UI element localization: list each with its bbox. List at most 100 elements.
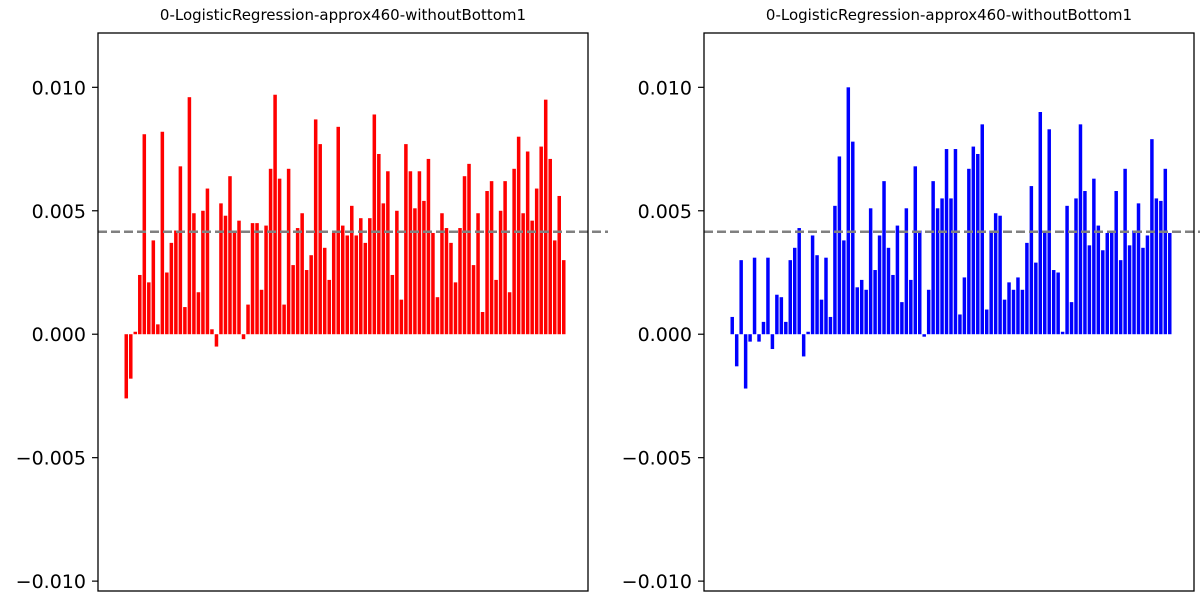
bar (993, 213, 998, 335)
bar (435, 297, 440, 335)
bar (368, 218, 372, 335)
bar (962, 277, 967, 335)
bar (748, 334, 752, 342)
bar (851, 141, 855, 335)
bars-series-1 (124, 94, 566, 399)
bar (458, 228, 462, 335)
bar (788, 260, 793, 335)
chart-panel-1: −0.010 −0.005 0.000 0.005 0.010 0-LogisticReg… (16, 6, 608, 593)
axes-frame (97, 32, 589, 592)
bar (953, 149, 958, 335)
bar (1083, 191, 1087, 335)
bar (151, 240, 156, 335)
bar (156, 324, 160, 335)
bar (1101, 250, 1105, 335)
bar (944, 149, 949, 335)
bar (1092, 178, 1096, 335)
bar (552, 240, 557, 335)
bar (444, 228, 449, 335)
bar (507, 292, 512, 335)
bar (246, 304, 250, 335)
bar (1136, 203, 1141, 335)
bar (390, 274, 395, 335)
bar (1096, 225, 1101, 335)
bar (480, 312, 485, 335)
bar (165, 272, 169, 335)
bar (503, 181, 507, 335)
bar (1060, 331, 1065, 335)
bar (449, 242, 453, 335)
bar (440, 213, 444, 335)
bar (1020, 289, 1025, 335)
bar (494, 279, 498, 335)
bar (1114, 191, 1118, 335)
bar (882, 181, 886, 335)
bar (891, 274, 895, 335)
bar (958, 314, 962, 335)
bar (1016, 277, 1020, 335)
bar (752, 257, 757, 335)
y-tick-label: 0.010 (638, 77, 692, 99)
bar (819, 299, 824, 335)
y-tick-label: 0.000 (32, 324, 86, 346)
chart-title: 0-LogisticRegression-approx460-withoutBo… (766, 6, 1132, 24)
bar (1163, 168, 1168, 335)
bar (1043, 230, 1047, 335)
bar (372, 114, 377, 335)
bar (377, 153, 381, 335)
bar (895, 225, 900, 335)
bar (485, 191, 489, 335)
bar (422, 200, 426, 335)
bar (886, 247, 891, 335)
bar (931, 181, 935, 335)
bar (1132, 230, 1136, 335)
bar (268, 168, 273, 335)
bar (868, 208, 873, 335)
bar (935, 208, 940, 335)
bar (214, 334, 219, 347)
bar (1087, 245, 1092, 335)
bar (286, 168, 291, 335)
bar (363, 242, 368, 335)
bar (318, 144, 322, 335)
bar (350, 205, 354, 335)
bar (1051, 270, 1056, 335)
bar (864, 289, 868, 335)
bar (734, 334, 739, 367)
bar (426, 158, 431, 335)
chart-panel-2: −0.010 −0.005 0.000 0.005 0.010 0-LogisticReg… (622, 6, 1200, 593)
bar (516, 136, 521, 335)
bar (255, 223, 259, 335)
bar (241, 334, 246, 340)
bar (138, 274, 142, 335)
bar (561, 260, 566, 335)
bar (998, 215, 1002, 335)
bar (354, 235, 359, 335)
bar (1065, 205, 1069, 335)
bar (806, 331, 810, 335)
bar (201, 210, 205, 335)
bar (877, 235, 882, 335)
bar (984, 309, 989, 335)
bar (828, 316, 833, 335)
bar (395, 210, 399, 335)
bar (766, 257, 770, 335)
bar (174, 230, 178, 335)
bar (743, 334, 748, 389)
bar (142, 134, 147, 335)
bar (1069, 302, 1074, 335)
bar (210, 329, 214, 335)
bar (264, 225, 268, 335)
bar (277, 178, 282, 335)
bar (322, 247, 327, 335)
bar (228, 176, 232, 335)
bar (739, 260, 743, 335)
bar (873, 270, 877, 335)
bar (1078, 124, 1083, 335)
bar (431, 232, 435, 335)
bar (196, 292, 201, 335)
bar (453, 282, 458, 335)
bar (971, 146, 976, 335)
bar (331, 232, 336, 335)
bar (471, 265, 476, 335)
